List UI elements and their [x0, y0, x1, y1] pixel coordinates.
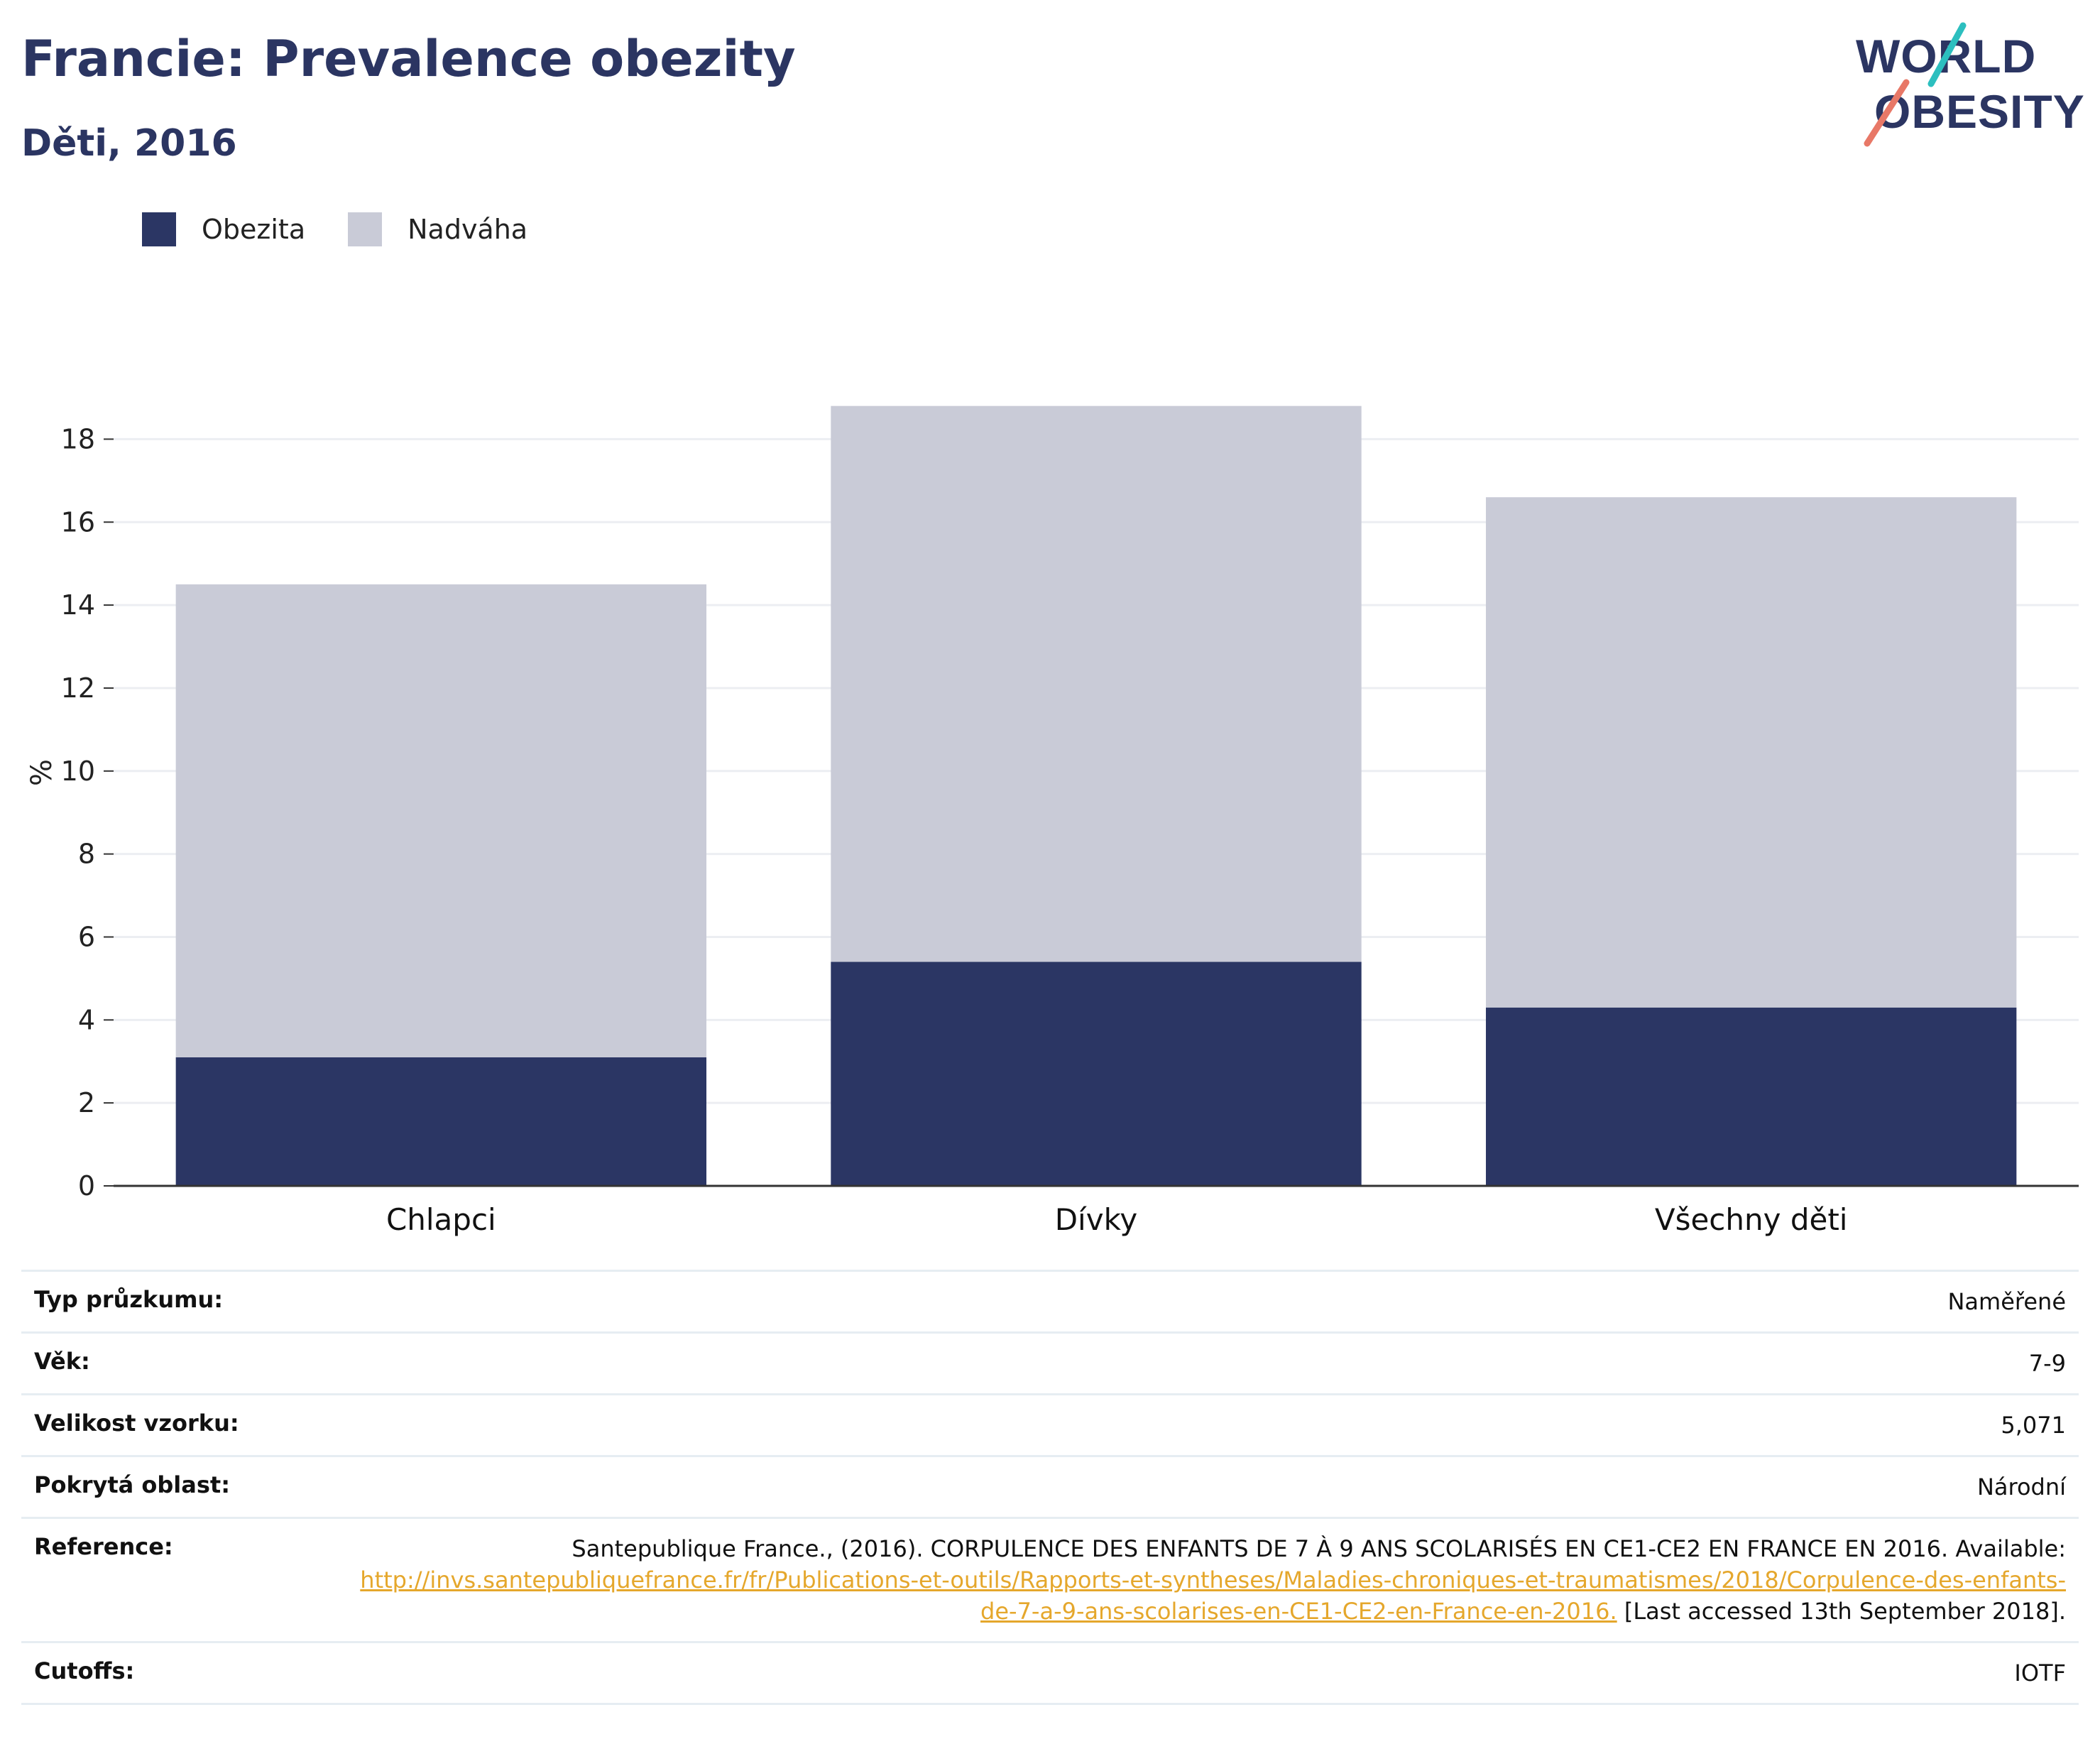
bar-obezita-0[interactable] — [175, 1057, 707, 1186]
info-value-coverage: Národní — [331, 1455, 2079, 1518]
bar-obezita-2[interactable] — [1485, 1007, 2017, 1186]
page-subtitle: Děti, 2016 — [21, 122, 237, 165]
info-value-cutoffs: IOTF — [331, 1641, 2079, 1705]
bar-obezita-1[interactable] — [831, 961, 1362, 1186]
y-tick-label: 16 — [61, 506, 95, 538]
x-tick-label: Všechny děti — [1655, 1202, 1848, 1237]
y-tick-label: 10 — [61, 756, 95, 787]
legend-swatch-obezita — [142, 212, 176, 246]
y-tick-label: 12 — [61, 672, 95, 704]
chart-legend: Obezita Nadváha — [142, 212, 570, 247]
legend-item-nadvaha[interactable]: Nadváha — [348, 212, 527, 246]
axes: 0 2 4 6 8 10 12 14 16 18 Chlapci Dívky Všechny děti — [61, 423, 2079, 1237]
x-tick-label: Chlapci — [386, 1202, 496, 1237]
info-row-sample-size: Velikost vzorku: 5,071 — [21, 1393, 2079, 1456]
reference-text-after: [Last accessed 13th September 2018]. — [1617, 1598, 2066, 1625]
reference-text-before: Santepublique France., (2016). CORPULENC… — [572, 1535, 2066, 1562]
y-tick-label: 18 — [61, 423, 95, 454]
info-row-survey-type: Typ průzkumu: Naměřené — [21, 1270, 2079, 1333]
info-value-age: 7-9 — [331, 1331, 2079, 1395]
survey-info-table: Typ průzkumu: Naměřené Věk: 7-9 Velikost… — [21, 1270, 2079, 1705]
info-label-coverage: Pokrytá oblast: — [21, 1455, 331, 1518]
bars — [175, 405, 2017, 1186]
bar-nadvaha-0[interactable] — [175, 584, 707, 1057]
info-row-age: Věk: 7-9 — [21, 1331, 2079, 1395]
page-title: Francie: Prevalence obezity — [21, 30, 796, 88]
info-value-survey-type: Naměřené — [331, 1270, 2079, 1333]
reference-link[interactable]: http://invs.santepubliquefrance.fr/fr/Pu… — [360, 1567, 2066, 1625]
info-label-age: Věk: — [21, 1331, 331, 1395]
info-row-coverage: Pokrytá oblast: Národní — [21, 1455, 2079, 1518]
info-value-reference: Santepublique France., (2016). CORPULENC… — [331, 1517, 2079, 1642]
y-axis-label: % — [26, 759, 58, 786]
y-tick-label: 14 — [61, 589, 95, 621]
info-label-sample-size: Velikost vzorku: — [21, 1393, 331, 1456]
info-label-cutoffs: Cutoffs: — [21, 1641, 331, 1705]
y-tick-label: 0 — [78, 1170, 95, 1202]
info-label-reference: Reference: — [21, 1517, 331, 1642]
info-row-cutoffs: Cutoffs: IOTF — [21, 1641, 2079, 1705]
y-tick-label: 6 — [78, 921, 95, 952]
legend-label-nadvaha: Nadváha — [408, 214, 528, 245]
legend-label-obezita: Obezita — [202, 214, 306, 245]
y-tick-label: 4 — [78, 1004, 95, 1035]
x-tick-label: Dívky — [1055, 1202, 1138, 1237]
bar-nadvaha-2[interactable] — [1485, 497, 2017, 1008]
bar-nadvaha-1[interactable] — [831, 405, 1362, 962]
info-row-reference: Reference: Santepublique France., (2016)… — [21, 1517, 2079, 1642]
logo-text-obesity: OBESITY — [1874, 85, 2085, 138]
world-obesity-logo: WORLD OBESITY — [1856, 22, 2085, 147]
legend-swatch-nadvaha — [348, 212, 383, 246]
y-tick-label: 2 — [78, 1087, 95, 1118]
info-value-sample-size: 5,071 — [331, 1393, 2079, 1456]
logo-slash-coral — [1864, 79, 1910, 147]
logo-slash-teal — [1927, 22, 1967, 87]
info-label-survey-type: Typ průzkumu: — [21, 1270, 331, 1333]
y-tick-label: 8 — [78, 839, 95, 870]
legend-item-obezita[interactable]: Obezita — [142, 212, 305, 246]
